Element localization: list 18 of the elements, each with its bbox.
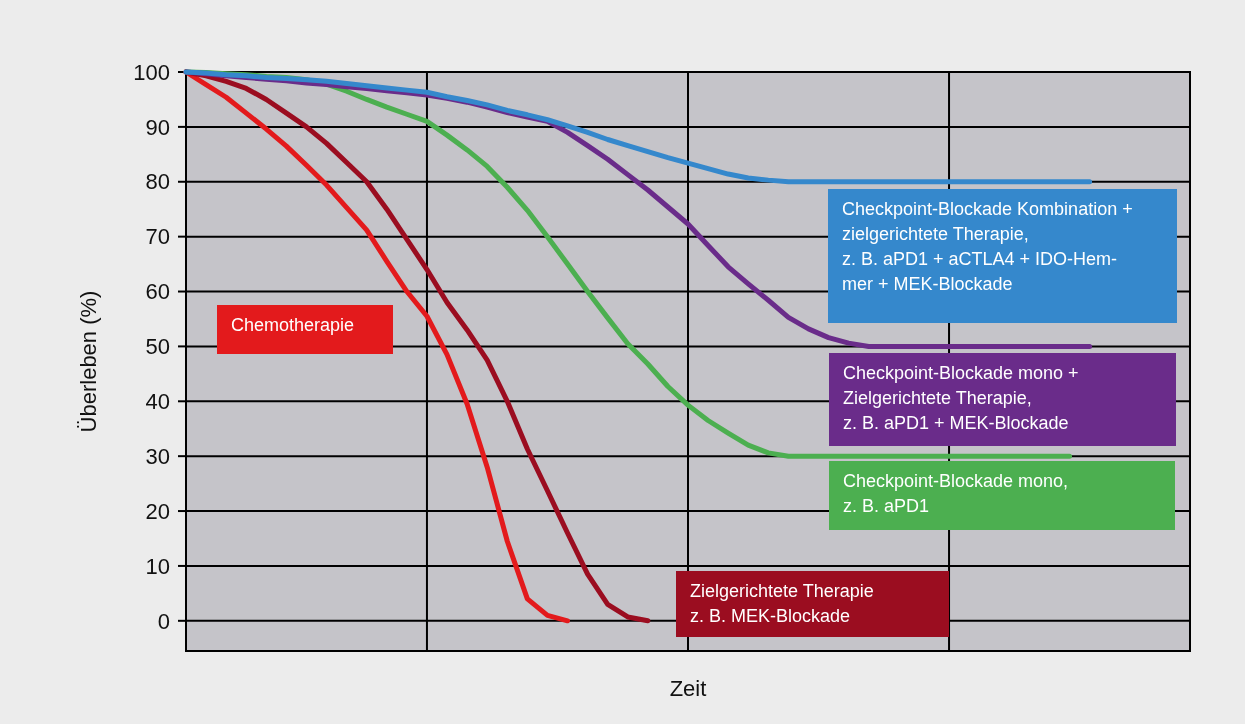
y-tick-label: 50 (145, 334, 170, 360)
y-tick-label: 40 (145, 388, 170, 414)
series-label: Checkpoint-Blockade mono, z. B. aPD1 (843, 471, 1069, 516)
y-tick-label: 10 (145, 553, 170, 579)
y-tick-label: 70 (145, 224, 170, 250)
y-tick-label: 100 (133, 59, 170, 85)
y-tick-label: 0 (157, 608, 170, 634)
y-tick-label: 30 (145, 443, 170, 469)
series-label: Checkpoint-Blockade mono + Zielgerichtete Therapie, z. B. aPD1 + MEK-Blockade (843, 363, 1079, 433)
x-axis-title: Zeit (669, 676, 707, 701)
text: Zielgerichtete Therapie z. B. MEK-Blockade (690, 581, 874, 626)
y-tick-label: 20 (145, 498, 170, 524)
y-axis-title: Überleben (%) (76, 290, 101, 433)
series-label: Checkpoint-Blockade Kombination + zielgerichtete Therapie, z. B. aPD1 + aCTLA4 + IDO-Hem- mer + MEK-Blockade (842, 199, 1133, 294)
y-tick-label: 60 (145, 279, 170, 305)
y-tick-label: 80 (145, 169, 170, 195)
text: Chemotherapie (231, 315, 355, 335)
y-tick-label: 90 (145, 114, 170, 140)
